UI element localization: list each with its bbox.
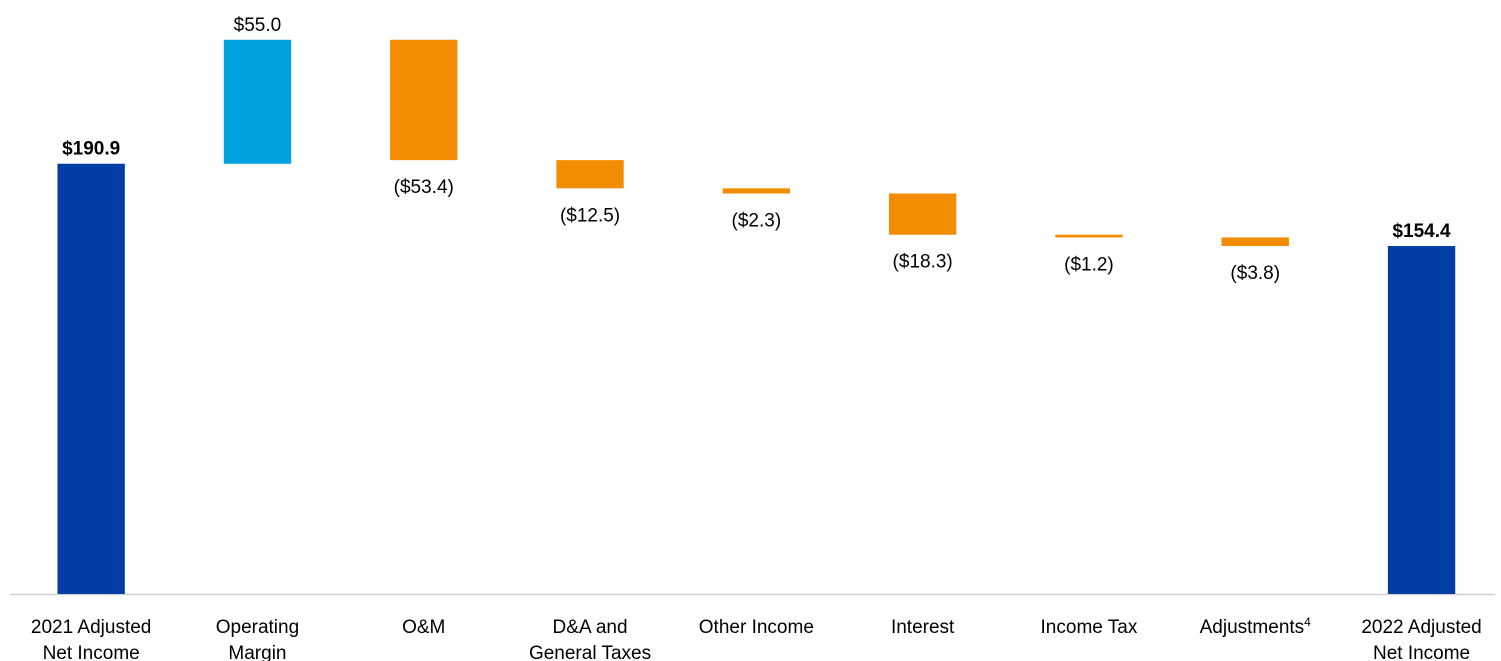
bar — [1055, 234, 1123, 238]
value-label: ($53.4) — [394, 177, 454, 198]
x-tick-label-line: 2021 Adjusted — [31, 617, 151, 638]
x-tick-label-line: Adjustments — [1200, 617, 1305, 638]
value-label: ($12.5) — [560, 205, 620, 226]
x-tick-label-line: Operating — [216, 617, 299, 638]
x-tick-label: D&A and — [553, 617, 628, 638]
value-label: ($18.3) — [893, 252, 953, 273]
x-tick-label-line: Income Tax — [1041, 617, 1138, 638]
value-label: $154.4 — [1392, 221, 1451, 242]
footnote-marker: 4 — [1304, 615, 1311, 629]
x-tick-label-line: O&M — [402, 617, 445, 638]
bar — [888, 193, 957, 235]
bar — [722, 188, 791, 194]
value-label: ($2.3) — [732, 210, 782, 231]
x-tick-label: General Taxes — [529, 643, 651, 661]
x-tick-label: Margin — [228, 643, 286, 661]
x-tick-label: Net Income — [43, 643, 140, 661]
bar — [556, 160, 624, 189]
x-tick-label: Net Income — [1373, 643, 1470, 661]
x-tick-label-line: Other Income — [699, 617, 814, 638]
x-tick-label: O&M — [402, 617, 445, 638]
bar — [1387, 246, 1456, 594]
x-tick-label-line: D&A and — [553, 617, 628, 638]
x-tick-label-line: Margin — [228, 643, 286, 661]
bar — [223, 39, 292, 164]
value-label: ($3.8) — [1230, 263, 1280, 284]
x-tick-label: Interest — [891, 617, 955, 638]
value-label: ($1.2) — [1064, 254, 1114, 275]
bar — [390, 39, 458, 161]
bar — [57, 163, 125, 594]
value-label: $55.0 — [234, 15, 282, 36]
x-tick-label-line: General Taxes — [529, 643, 651, 661]
x-tick-label: 2022 Adjusted — [1361, 617, 1481, 638]
x-tick-label: Other Income — [699, 617, 814, 638]
x-tick-label: Adjustments4 — [1200, 615, 1312, 638]
x-tick-label-line: Net Income — [43, 643, 140, 661]
x-tick-label-line: 2022 Adjusted — [1361, 617, 1481, 638]
x-tick-label: Operating — [216, 617, 299, 638]
x-tick-label: Income Tax — [1041, 617, 1138, 638]
x-tick-label-line: Net Income — [1373, 643, 1470, 661]
bar — [1221, 237, 1289, 247]
value-label: $190.9 — [62, 139, 120, 160]
x-tick-label-line: Interest — [891, 617, 955, 638]
x-tick-label: 2021 Adjusted — [31, 617, 151, 638]
